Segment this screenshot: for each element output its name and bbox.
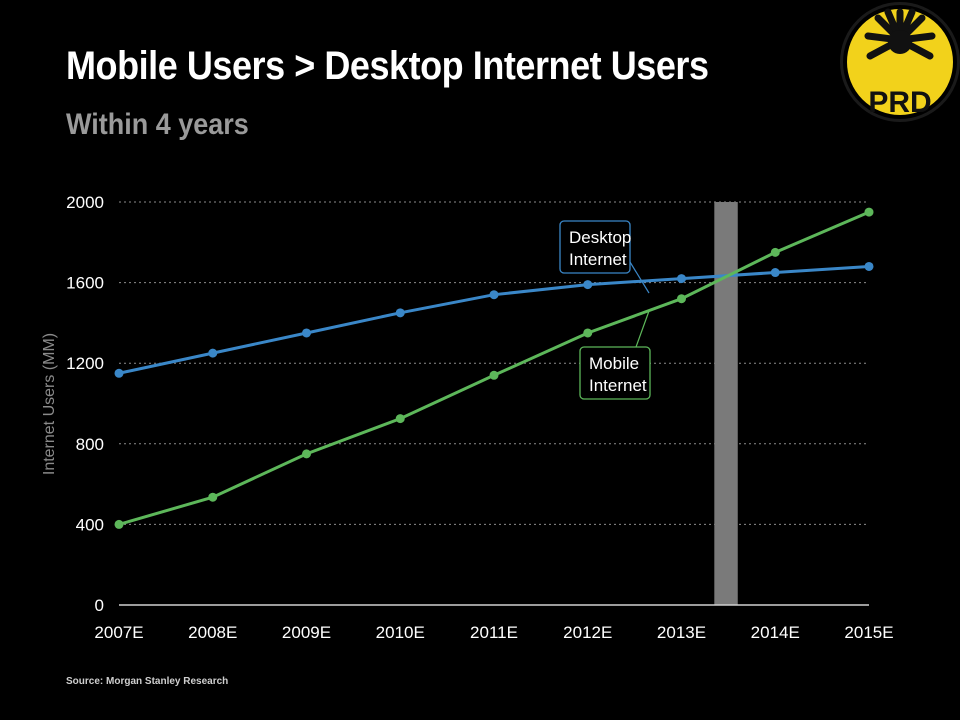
data-point	[677, 274, 686, 284]
series-label-layer: Desktop Internet Mobile Internet	[559, 220, 651, 400]
series-layer	[114, 207, 874, 529]
data-point	[489, 290, 499, 300]
slide-title: Mobile Users > Desktop Internet Users	[66, 44, 709, 88]
mobile-callout-leader	[635, 310, 650, 348]
y-axis-label: Internet Users (MM)	[41, 333, 58, 475]
crossover-band-layer	[714, 202, 738, 605]
y-tick-label: 1200	[66, 354, 104, 373]
desktop-callout-label: Desktop	[569, 228, 631, 247]
desktop-callout-leader	[629, 261, 650, 294]
x-tick-label: 2007E	[94, 623, 143, 642]
prd-logo: PRD	[840, 2, 960, 122]
x-tick-label: 2015E	[844, 623, 893, 642]
y-tick-label: 800	[76, 435, 104, 454]
axes: 0 400 800 1200 1600 2000 2007E 2008E 2009E 2010E 2…	[66, 193, 893, 642]
x-tick-label: 2009E	[282, 623, 331, 642]
series-line-mobile	[118, 210, 870, 526]
data-point	[302, 449, 311, 459]
data-point	[395, 308, 405, 318]
data-point	[114, 368, 124, 378]
data-point	[583, 328, 593, 338]
x-tick-label: 2008E	[188, 623, 237, 642]
data-point	[302, 328, 311, 338]
y-tick-label: 0	[95, 596, 104, 615]
y-tick-label: 1600	[66, 274, 104, 293]
grid-lines	[119, 201, 869, 525]
data-point	[208, 492, 218, 502]
x-tick-label: 2010E	[376, 623, 425, 642]
desktop-callout-box	[559, 220, 631, 274]
data-point	[770, 268, 780, 278]
logo-text: PRD	[868, 86, 931, 119]
slide-subtitle: Within 4 years	[66, 108, 249, 141]
data-point	[770, 247, 780, 257]
mobile-callout-label: Internet	[589, 376, 647, 395]
y-tick-label: 2000	[66, 193, 104, 212]
mobile-callout-label: Mobile	[589, 354, 639, 373]
x-tick-label: 2014E	[751, 623, 800, 642]
source-note: Source: Morgan Stanley Research	[66, 676, 229, 687]
data-point	[208, 348, 218, 358]
data-point	[489, 370, 499, 380]
data-point	[114, 519, 124, 529]
x-tick-label: 2011E	[470, 623, 518, 642]
data-point	[864, 207, 874, 217]
y-tick-label: 400	[76, 515, 104, 534]
x-tick-label: 2013E	[657, 623, 706, 642]
mobile-callout-box	[579, 346, 651, 400]
data-point	[583, 280, 593, 290]
crossover-band	[714, 202, 738, 605]
x-tick-label: 2012E	[563, 623, 612, 642]
data-point	[864, 261, 874, 271]
desktop-callout-label: Internet	[569, 250, 627, 269]
data-point	[677, 294, 686, 304]
data-point	[395, 414, 405, 424]
